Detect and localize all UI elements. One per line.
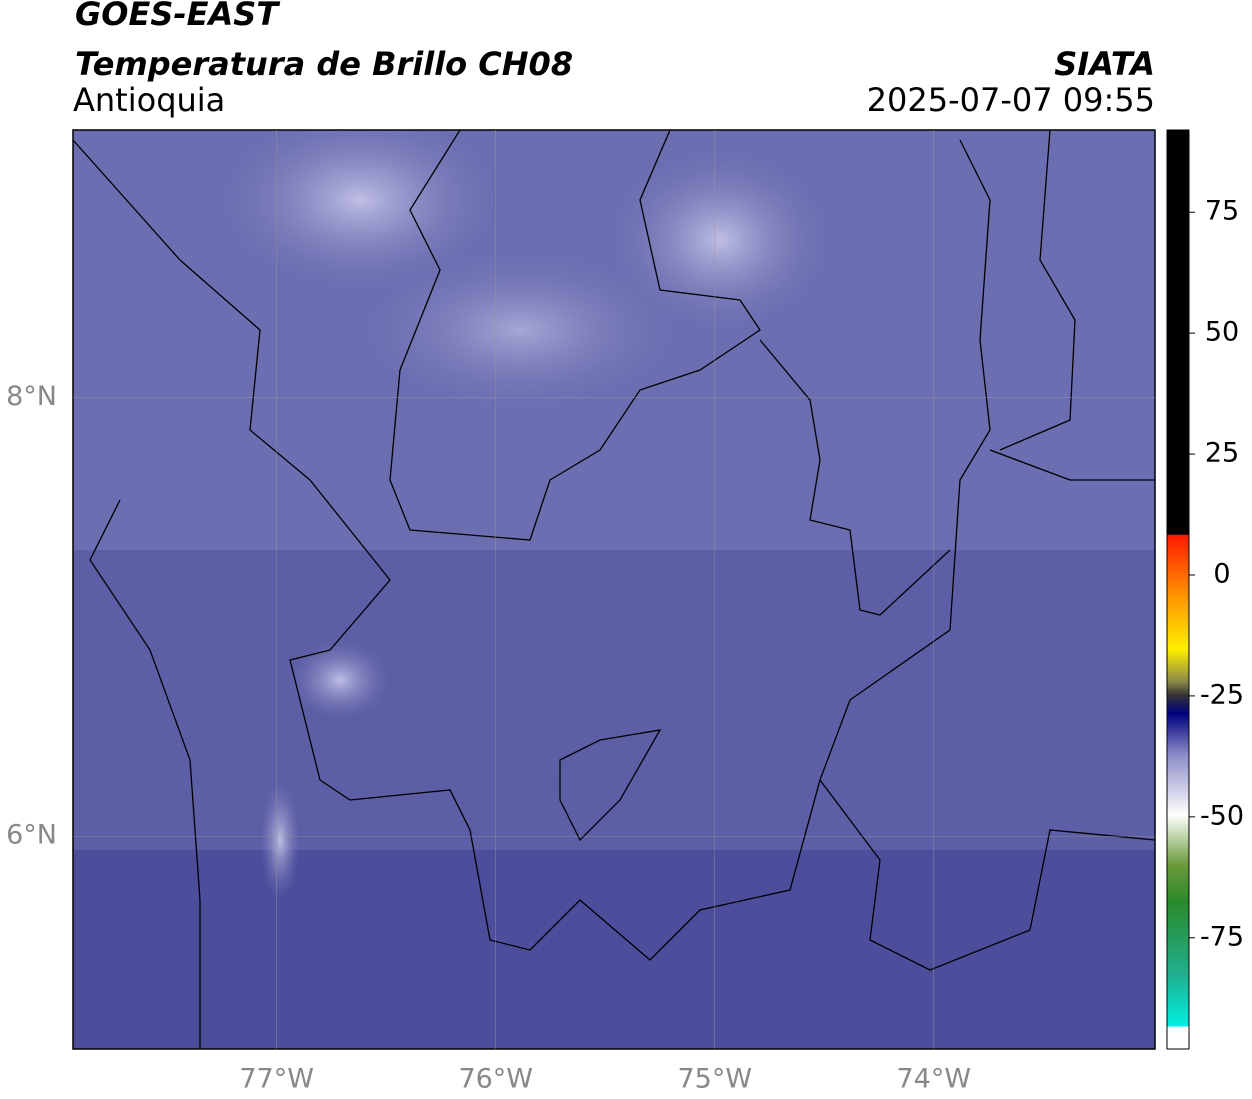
datetime: 2025-07-07 09:55 (867, 81, 1155, 119)
border (73, 139, 991, 961)
cloud (360, 250, 680, 410)
x-tick-label: 74°W (897, 1064, 972, 1095)
region: Antioquia (73, 81, 225, 119)
source: SIATA (1054, 45, 1155, 83)
subtitle: Temperatura de Brillo CH08 (75, 45, 573, 83)
x-tick-label: 77°W (239, 1064, 314, 1095)
border (989, 130, 1155, 481)
y-tick-label: 8°N (6, 381, 57, 412)
colorbar-tick-label: -25 (1200, 679, 1244, 710)
colorbar-tick-label: -75 (1200, 921, 1244, 952)
border (389, 130, 761, 541)
border (89, 499, 1155, 1049)
cloud (260, 780, 300, 900)
title: GOES-EAST (75, 0, 280, 33)
border (559, 729, 662, 842)
cloud (290, 640, 390, 720)
field-south (73, 850, 1155, 1049)
map-area (73, 130, 1155, 1049)
x-tick-label: 75°W (677, 1064, 752, 1095)
colorbar-tick-label: 75 (1205, 196, 1239, 227)
map-frame (72, 129, 1156, 1050)
colorbar-tick-label: 50 (1205, 317, 1239, 348)
colorbar-tick-label: 25 (1205, 438, 1239, 469)
colorbar-tick-label: 0 (1213, 558, 1230, 589)
cloud (610, 150, 830, 330)
border (759, 339, 951, 616)
colorbar-tick-label: -50 (1200, 800, 1244, 831)
y-tick-label: 6°N (6, 820, 57, 851)
x-tick-label: 76°W (458, 1064, 533, 1095)
colorbar (1166, 129, 1190, 1050)
